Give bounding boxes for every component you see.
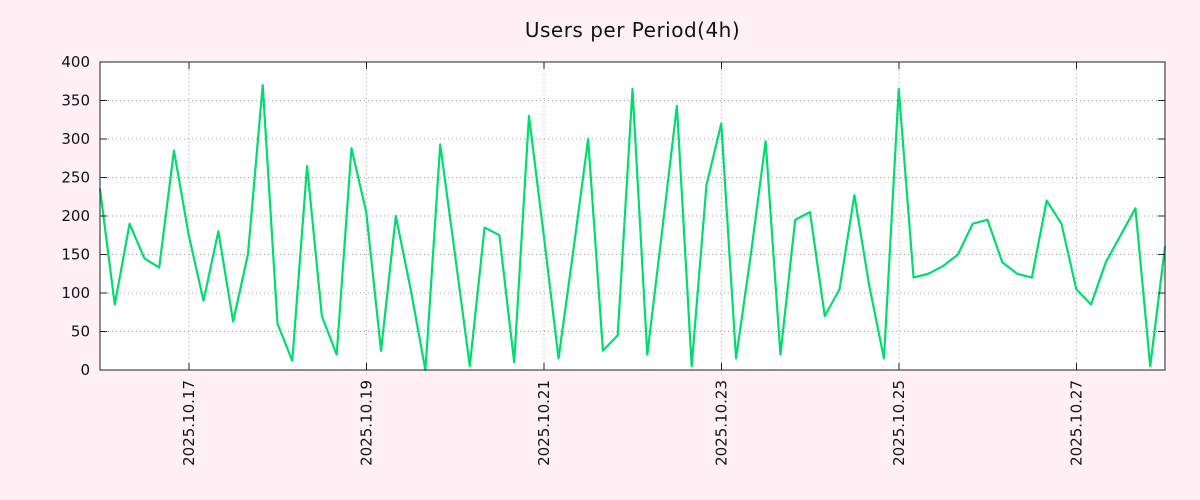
y-tick-label: 200 — [61, 207, 90, 225]
y-tick-label: 400 — [61, 53, 90, 71]
x-tick-label: 2025.10.25 — [890, 380, 908, 466]
y-tick-label: 50 — [71, 323, 90, 341]
x-tick-label: 2025.10.27 — [1067, 380, 1085, 466]
chart-title: Users per Period(4h) — [524, 18, 741, 42]
x-tick-label: 2025.10.23 — [712, 380, 730, 466]
data-line-users — [98, 83, 1167, 372]
y-tick-label: 300 — [61, 130, 90, 148]
x-tick-label: 2025.10.21 — [535, 380, 553, 466]
y-tick-label: 350 — [61, 92, 90, 110]
y-tick-label: 150 — [61, 246, 90, 264]
x-tick-label: 2025.10.17 — [180, 380, 198, 466]
x-tick-label: 2025.10.19 — [357, 380, 375, 466]
y-tick-label: 250 — [61, 169, 90, 187]
y-tick-label: 0 — [80, 361, 90, 379]
y-tick-label: 100 — [61, 284, 90, 302]
